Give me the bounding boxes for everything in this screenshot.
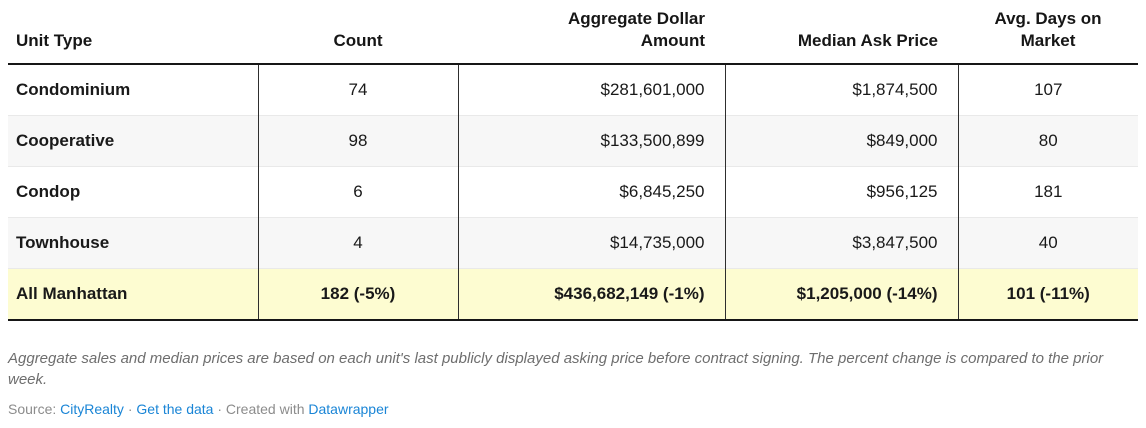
- table-row: Condominium 74 $281,601,000 $1,874,500 1…: [8, 64, 1138, 116]
- column-header-median-ask-price: Median Ask Price: [725, 0, 958, 65]
- cell-avg-days: 40: [957, 217, 1138, 269]
- cell-aggregate: $14,735,000: [457, 217, 725, 269]
- source-line: Source: CityRealty · Get the data · Crea…: [8, 400, 1138, 418]
- cell-count: 98: [257, 115, 458, 167]
- column-header-count: Count: [258, 0, 458, 65]
- cell-unit-type: Condop: [8, 166, 258, 218]
- cell-avg-days: 80: [957, 115, 1138, 167]
- column-header-unit-type: Unit Type: [8, 0, 258, 65]
- cell-unit-type: Cooperative: [8, 115, 258, 167]
- cell-count: 4: [257, 217, 458, 269]
- cell-avg-days: 101 (-11%): [957, 268, 1138, 321]
- table-row: Cooperative 98 $133,500,899 $849,000 80: [8, 115, 1138, 167]
- header-row: Unit Type Count Aggregate Dollar Amount …: [8, 0, 1138, 65]
- datawrapper-link[interactable]: Datawrapper: [308, 401, 389, 417]
- cell-aggregate: $281,601,000: [457, 64, 725, 116]
- dot-separator: ·: [217, 401, 223, 417]
- get-the-data-link[interactable]: Get the data: [136, 401, 214, 417]
- dot-separator: ·: [127, 401, 133, 417]
- column-header-label: Aggregate Dollar Amount: [568, 9, 705, 50]
- cell-unit-type: Condominium: [8, 64, 258, 116]
- table-row: Condop 6 $6,845,250 $956,125 181: [8, 166, 1138, 218]
- cell-avg-days: 107: [957, 64, 1138, 116]
- table-row-total: All Manhattan 182 (-5%) $436,682,149 (-1…: [8, 268, 1138, 321]
- cell-aggregate: $6,845,250: [457, 166, 725, 218]
- cell-aggregate: $133,500,899: [457, 115, 725, 167]
- table-body: Condominium 74 $281,601,000 $1,874,500 1…: [8, 64, 1138, 321]
- summary-table: Unit Type Count Aggregate Dollar Amount …: [8, 0, 1138, 321]
- source-link-cityrealty[interactable]: CityRealty: [60, 401, 124, 417]
- source-label: Source:: [8, 401, 57, 417]
- cell-count: 182 (-5%): [257, 268, 458, 321]
- table-row: Townhouse 4 $14,735,000 $3,847,500 40: [8, 217, 1138, 269]
- table-header: Unit Type Count Aggregate Dollar Amount …: [8, 0, 1138, 65]
- cell-median: $849,000: [724, 115, 958, 167]
- table-widget: Unit Type Count Aggregate Dollar Amount …: [8, 0, 1138, 418]
- cell-count: 6: [257, 166, 458, 218]
- column-header-aggregate-dollar-amount: Aggregate Dollar Amount: [458, 0, 725, 65]
- cell-median: $3,847,500: [724, 217, 958, 269]
- column-header-avg-days-on-market: Avg. Days on Market: [958, 0, 1138, 65]
- created-with-label: Created with: [225, 401, 305, 417]
- column-header-label: Avg. Days on Market: [994, 9, 1102, 50]
- cell-unit-type: Townhouse: [8, 217, 258, 269]
- cell-unit-type: All Manhattan: [8, 268, 258, 321]
- footnote: Aggregate sales and median prices are ba…: [8, 350, 1104, 388]
- cell-median: $1,874,500: [724, 64, 958, 116]
- cell-aggregate: $436,682,149 (-1%): [457, 268, 725, 321]
- cell-median: $956,125: [724, 166, 958, 218]
- cell-count: 74: [257, 64, 458, 116]
- cell-avg-days: 181: [957, 166, 1138, 218]
- cell-median: $1,205,000 (-14%): [724, 268, 958, 321]
